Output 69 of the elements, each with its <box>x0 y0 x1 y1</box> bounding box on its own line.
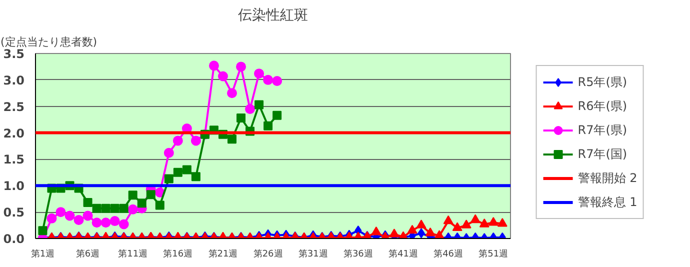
legend-label: R5年(県) <box>578 74 628 90</box>
point <box>470 214 480 224</box>
point <box>479 218 490 228</box>
y-tick-label: 3.5 <box>3 47 25 61</box>
point <box>416 220 426 228</box>
y-tick-label: 1.0 <box>3 179 25 194</box>
x-tick-label: 第6週 <box>76 248 100 260</box>
y-tick-label: 0.0 <box>3 232 25 246</box>
point <box>128 204 138 214</box>
x-tick-label: 第11週 <box>118 248 148 260</box>
x-tick-label: 第51週 <box>478 248 508 260</box>
point <box>164 174 174 184</box>
legend-label: 警報終息 1 <box>578 194 638 210</box>
point <box>272 76 282 86</box>
point <box>92 204 102 213</box>
point <box>236 113 246 122</box>
point <box>191 172 200 182</box>
x-tick-label: 第46週 <box>434 248 464 260</box>
y-tick-label: 1.5 <box>3 152 25 167</box>
chart-title: 伝染性紅斑 <box>238 8 308 24</box>
point <box>254 100 264 110</box>
point <box>110 204 120 213</box>
x-tick-label: 第36週 <box>343 248 373 260</box>
point <box>190 136 201 146</box>
point <box>272 110 282 120</box>
point <box>101 204 110 213</box>
point <box>264 121 273 130</box>
point <box>407 224 418 234</box>
point <box>461 220 472 228</box>
legend-label: 警報開始 2 <box>578 170 638 186</box>
x-tick-label: 第1週 <box>30 248 55 260</box>
y-tick-label: 2.0 <box>3 126 25 140</box>
point <box>172 136 183 146</box>
point <box>146 190 156 200</box>
legend-label: R6年(県) <box>578 98 628 114</box>
point <box>218 71 228 82</box>
point <box>443 215 454 224</box>
point <box>227 134 236 144</box>
point <box>263 74 274 85</box>
point <box>173 168 182 177</box>
point <box>371 226 382 236</box>
point <box>208 60 219 71</box>
x-tick-label: 第21週 <box>208 248 238 260</box>
point <box>236 62 246 72</box>
point <box>452 222 462 232</box>
legend-label: R7年(国) <box>578 146 628 162</box>
x-tick-label: 第16週 <box>163 248 193 260</box>
point <box>425 228 436 236</box>
point <box>128 190 138 200</box>
point <box>137 198 146 208</box>
point <box>254 68 264 79</box>
x-tick-label: 第31週 <box>298 248 328 260</box>
point <box>434 230 444 238</box>
y-axis-title: (定点当たり患者数) <box>0 36 98 48</box>
point <box>488 216 498 226</box>
point <box>226 88 237 98</box>
point <box>497 218 508 227</box>
x-tick-label: 第41週 <box>388 248 418 260</box>
point <box>155 200 164 210</box>
y-tick-label: 2.5 <box>3 100 25 114</box>
legend-label: R7年(県) <box>578 122 628 138</box>
x-tick-label: 第26週 <box>253 248 283 260</box>
point <box>164 148 174 158</box>
point <box>46 213 57 224</box>
y-tick-label: 3.0 <box>3 73 25 88</box>
point <box>119 204 128 213</box>
point <box>182 165 192 174</box>
y-tick-label: 0.5 <box>3 206 25 220</box>
point <box>245 104 256 114</box>
